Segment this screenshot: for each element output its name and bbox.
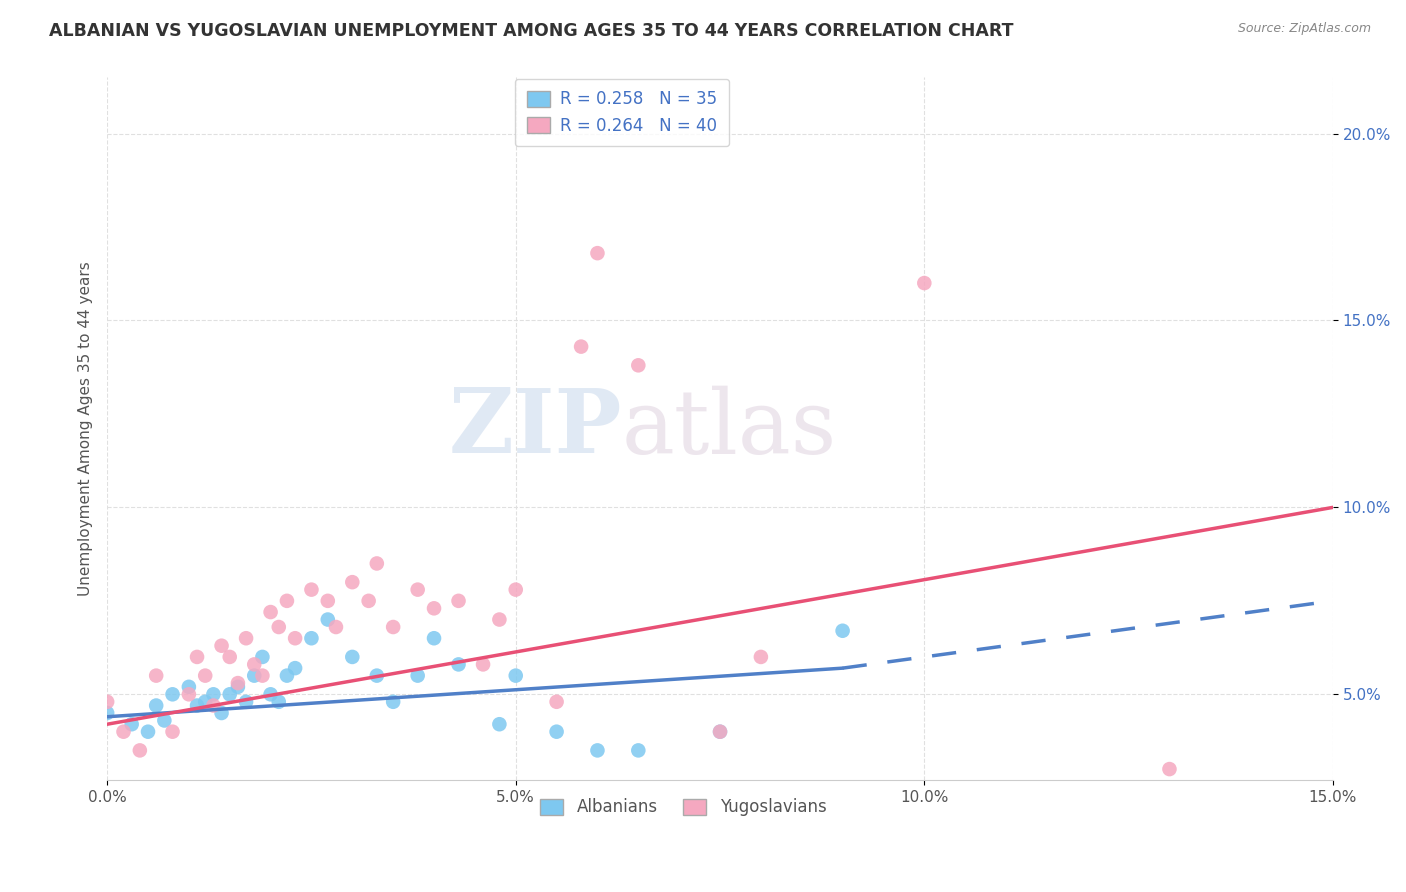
Point: [153, 714, 176, 728]
Point: [162, 724, 184, 739]
Point: [423, 632, 446, 646]
Point: [211, 639, 233, 653]
Point: [259, 687, 281, 701]
Point: [447, 657, 470, 672]
Point: [186, 649, 208, 664]
Point: [505, 582, 527, 597]
Point: [831, 624, 853, 638]
Point: [342, 575, 364, 590]
Point: [546, 724, 568, 739]
Point: [366, 557, 388, 571]
Point: [284, 632, 307, 646]
Point: [96, 695, 118, 709]
Point: [136, 724, 159, 739]
Text: ALBANIAN VS YUGOSLAVIAN UNEMPLOYMENT AMONG AGES 35 TO 44 YEARS CORRELATION CHART: ALBANIAN VS YUGOSLAVIAN UNEMPLOYMENT AMO…: [49, 22, 1014, 40]
Point: [267, 620, 290, 634]
Point: [472, 657, 495, 672]
Point: [357, 594, 380, 608]
Point: [259, 605, 281, 619]
Point: [709, 724, 731, 739]
Point: [252, 668, 274, 682]
Y-axis label: Unemployment Among Ages 35 to 44 years: Unemployment Among Ages 35 to 44 years: [79, 261, 93, 596]
Text: ZIP: ZIP: [449, 385, 621, 473]
Point: [569, 340, 592, 354]
Point: [406, 582, 429, 597]
Point: [316, 613, 339, 627]
Point: [366, 668, 388, 682]
Point: [194, 695, 217, 709]
Point: [145, 668, 167, 682]
Point: [546, 695, 568, 709]
Point: [749, 649, 772, 664]
Point: [586, 743, 609, 757]
Point: [218, 687, 240, 701]
Point: [202, 698, 225, 713]
Point: [243, 657, 266, 672]
Point: [226, 680, 249, 694]
Point: [301, 582, 323, 597]
Point: [243, 668, 266, 682]
Text: Source: ZipAtlas.com: Source: ZipAtlas.com: [1237, 22, 1371, 36]
Point: [177, 680, 200, 694]
Point: [267, 695, 290, 709]
Point: [627, 359, 650, 373]
Point: [112, 724, 135, 739]
Point: [912, 276, 935, 290]
Point: [235, 632, 257, 646]
Point: [96, 706, 118, 720]
Point: [382, 620, 405, 634]
Point: [128, 743, 150, 757]
Point: [211, 706, 233, 720]
Point: [252, 649, 274, 664]
Point: [627, 743, 650, 757]
Point: [447, 594, 470, 608]
Point: [423, 601, 446, 615]
Point: [406, 668, 429, 682]
Point: [301, 632, 323, 646]
Point: [276, 594, 298, 608]
Point: [325, 620, 347, 634]
Text: atlas: atlas: [621, 385, 837, 473]
Point: [284, 661, 307, 675]
Legend: Albanians, Yugoslavians: Albanians, Yugoslavians: [531, 790, 835, 825]
Point: [194, 668, 217, 682]
Point: [709, 724, 731, 739]
Point: [218, 649, 240, 664]
Point: [276, 668, 298, 682]
Point: [162, 687, 184, 701]
Point: [505, 668, 527, 682]
Point: [488, 613, 510, 627]
Point: [202, 687, 225, 701]
Point: [586, 246, 609, 260]
Point: [488, 717, 510, 731]
Point: [121, 717, 143, 731]
Point: [342, 649, 364, 664]
Point: [145, 698, 167, 713]
Point: [382, 695, 405, 709]
Point: [316, 594, 339, 608]
Point: [186, 698, 208, 713]
Point: [177, 687, 200, 701]
Point: [1159, 762, 1181, 776]
Point: [226, 676, 249, 690]
Point: [235, 695, 257, 709]
